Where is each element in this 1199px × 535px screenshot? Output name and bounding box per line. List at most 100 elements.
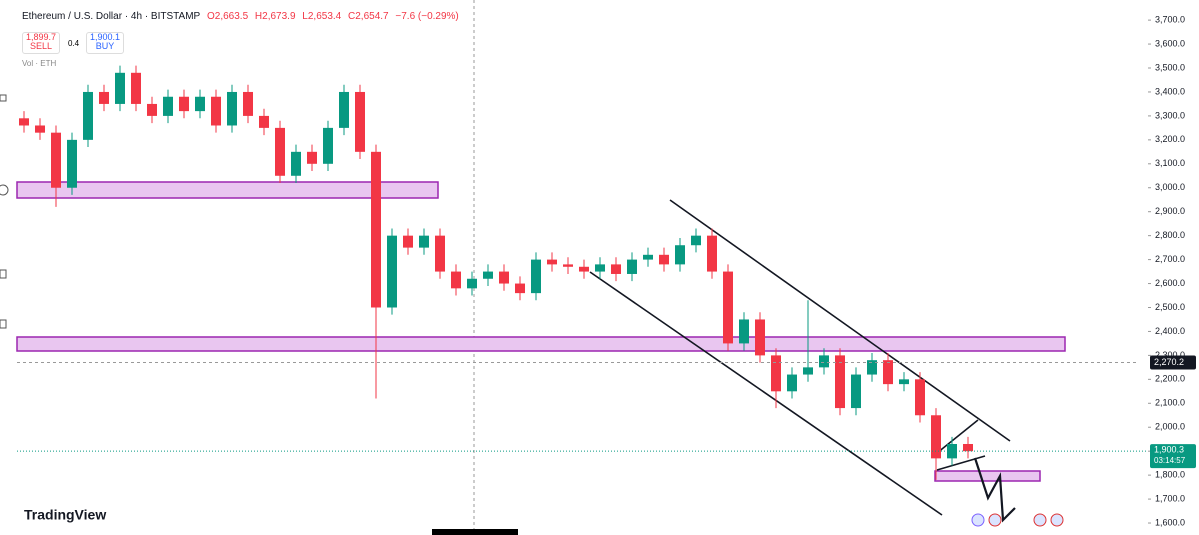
logo: TradingView bbox=[24, 507, 106, 523]
y-tick-label: 2,000.0 bbox=[1155, 422, 1185, 432]
y-tick-label: 2,800.0 bbox=[1155, 230, 1185, 240]
y-tick-label: 2,500.0 bbox=[1155, 302, 1185, 312]
candle-body bbox=[115, 72, 125, 104]
sell-label: SELL bbox=[29, 41, 53, 51]
candle-body bbox=[627, 259, 637, 274]
y-tick-label: 1,800.0 bbox=[1155, 470, 1185, 480]
candle-body bbox=[931, 415, 941, 459]
candle-body bbox=[611, 264, 621, 274]
buy-button[interactable]: 1,900.1 BUY bbox=[86, 32, 124, 54]
y-tick-label: 2,600.0 bbox=[1155, 278, 1185, 288]
candle-body bbox=[595, 264, 605, 272]
countdown: 03:14:57 bbox=[1154, 456, 1186, 465]
candle-body bbox=[835, 355, 845, 409]
zone bbox=[934, 470, 1041, 482]
candle-body bbox=[771, 355, 781, 392]
candle-body bbox=[675, 245, 685, 265]
candle-body bbox=[355, 91, 365, 152]
zone bbox=[16, 336, 1066, 352]
candle-body bbox=[851, 374, 861, 409]
open: O2,663.5 bbox=[206, 11, 249, 22]
bar bbox=[432, 529, 518, 535]
y-tick-label: 1,700.0 bbox=[1155, 493, 1185, 503]
y-tick-label: 2,900.0 bbox=[1155, 206, 1185, 216]
candle-body bbox=[291, 151, 301, 176]
y-tick-label: 3,000.0 bbox=[1155, 182, 1185, 192]
candle-body bbox=[99, 91, 109, 104]
low: L2,653.4 bbox=[302, 11, 342, 22]
candle-body bbox=[51, 132, 61, 188]
candle-body bbox=[19, 118, 29, 126]
last-price-tag bbox=[1150, 444, 1196, 469]
y-tick-label: 2,100.0 bbox=[1155, 398, 1185, 408]
toolbar bbox=[0, 94, 9, 329]
candle-body bbox=[323, 127, 333, 164]
candle-body bbox=[563, 264, 573, 267]
event-icons bbox=[971, 513, 1064, 527]
candle-body bbox=[899, 379, 909, 385]
candle-body bbox=[179, 96, 189, 112]
y-tick-label: 3,200.0 bbox=[1155, 134, 1185, 144]
high: H2,673.9 bbox=[254, 11, 296, 22]
volume: Vol · ETH bbox=[22, 59, 57, 68]
candle-body bbox=[819, 355, 829, 368]
candle-body bbox=[67, 139, 77, 188]
header: Ethereum / U.S. Dollar · 4h · BITSTAMP O… bbox=[22, 11, 463, 22]
y-tick-label: 3,600.0 bbox=[1155, 38, 1185, 48]
buy-label: BUY bbox=[95, 41, 115, 51]
candle-body bbox=[499, 271, 509, 284]
candle-body bbox=[787, 374, 797, 392]
sell-price: 1,899.7 bbox=[25, 32, 57, 42]
spread: 0.4 bbox=[68, 39, 80, 48]
candle-body bbox=[659, 254, 669, 265]
crosshair-label: 2,270.2 bbox=[1154, 357, 1184, 367]
drawings bbox=[589, 199, 1016, 523]
candle-body bbox=[803, 367, 813, 375]
y-tick-label: 1,600.0 bbox=[1155, 517, 1185, 527]
candle-body bbox=[947, 443, 957, 459]
candle-body bbox=[531, 259, 541, 294]
candle-body bbox=[195, 96, 205, 112]
candle-body bbox=[467, 278, 477, 289]
candle-body bbox=[211, 96, 221, 126]
candle-body bbox=[403, 235, 413, 248]
close: C2,654.7 bbox=[348, 11, 389, 22]
candle-body bbox=[259, 115, 269, 128]
candle-body bbox=[579, 266, 589, 272]
candle-body bbox=[643, 254, 653, 260]
change: −7.6 (−0.29%) bbox=[395, 11, 459, 22]
candle-body bbox=[739, 319, 749, 344]
candle-body bbox=[883, 360, 893, 385]
candle-body bbox=[515, 283, 525, 294]
candle-body bbox=[867, 360, 877, 375]
candle-body bbox=[915, 379, 925, 416]
y-tick-label: 2,400.0 bbox=[1155, 326, 1185, 336]
symbol: Ethereum / U.S. Dollar · 4h · BITSTAMP bbox=[22, 11, 201, 22]
candle-body bbox=[35, 125, 45, 133]
candle-body bbox=[755, 319, 765, 356]
candle-body bbox=[451, 271, 461, 289]
candle-body bbox=[707, 235, 717, 272]
candle-body bbox=[243, 91, 253, 116]
sell-button[interactable]: 1,899.7 SELL bbox=[22, 32, 60, 54]
y-tick-label: 3,500.0 bbox=[1155, 62, 1185, 72]
y-tick-label: 2,300.0 bbox=[1155, 350, 1185, 360]
y-tick-label: 3,700.0 bbox=[1155, 14, 1185, 24]
candle-body bbox=[435, 235, 445, 272]
candle-body bbox=[339, 91, 349, 128]
candle-body bbox=[275, 127, 285, 176]
y-tick-label: 3,400.0 bbox=[1155, 86, 1185, 96]
candle-body bbox=[483, 271, 493, 279]
y-tick-label: 2,200.0 bbox=[1155, 374, 1185, 384]
crosshair-tag bbox=[1150, 355, 1196, 370]
y-tick-label: 3,100.0 bbox=[1155, 158, 1185, 168]
candle-body bbox=[163, 96, 173, 116]
last-price-label: 1,900.3 bbox=[1154, 444, 1184, 454]
y-tick-label: 2,700.0 bbox=[1155, 254, 1185, 264]
candle-body bbox=[147, 103, 157, 116]
buy-price: 1,900.1 bbox=[89, 32, 121, 42]
zone bbox=[16, 181, 439, 199]
candle-body bbox=[387, 235, 397, 308]
